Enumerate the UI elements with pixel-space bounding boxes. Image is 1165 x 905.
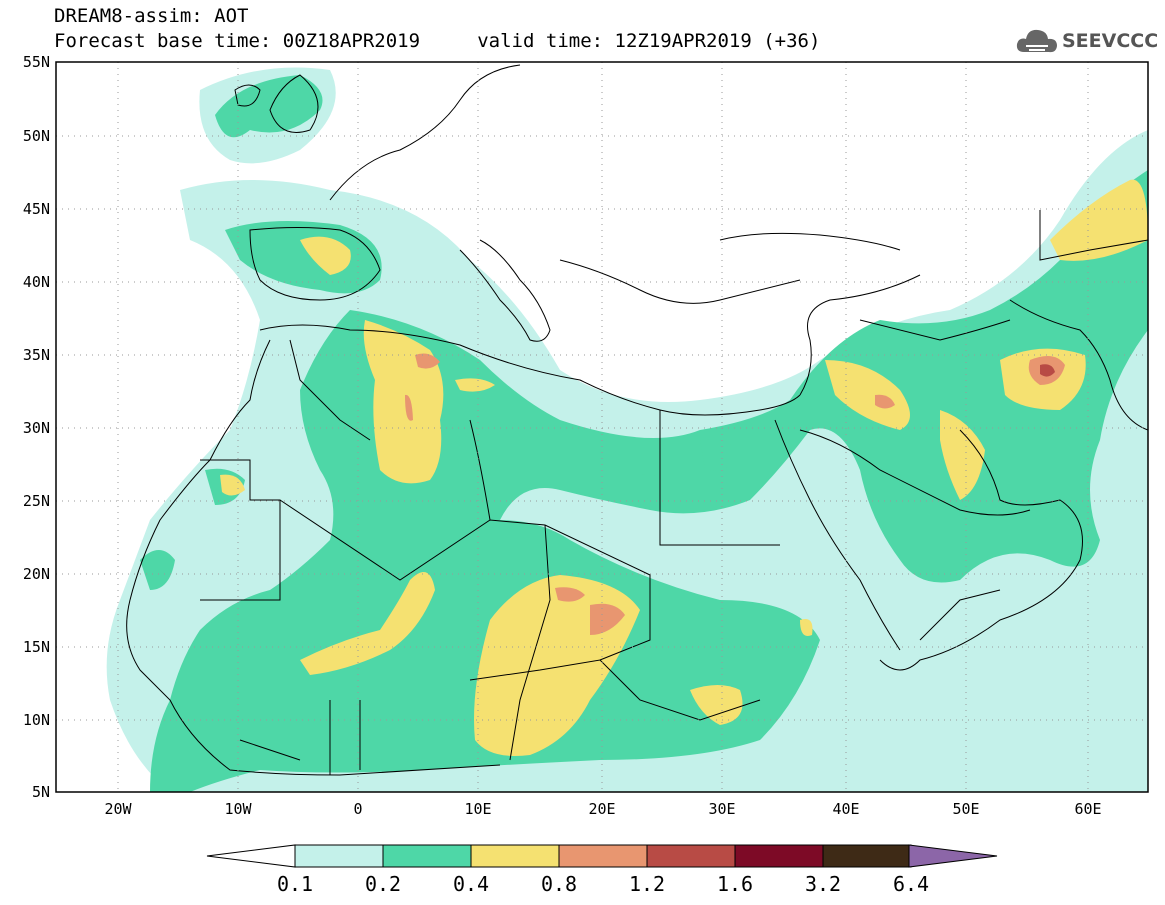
lat-label: 55N [23,53,50,71]
colorbar-low-arrow [206,844,296,868]
lon-label: 60E [1074,800,1101,818]
colorbar-segment [734,844,824,868]
coastlines-and-borders [126,64,1148,776]
lat-label: 35N [23,346,50,364]
lon-label: 10W [224,800,252,818]
lon-label: 20E [588,800,615,818]
colorbar-segment [646,844,736,868]
lon-label: 30E [708,800,735,818]
lat-label: 45N [23,200,50,218]
colorbar-label: 0.1 [277,872,313,896]
map-title: DREAM8-assim: AOT [54,5,249,27]
lat-label: 30N [23,419,50,437]
colorbar-label: 0.8 [541,872,577,896]
colorbar-label: 0.4 [453,872,489,896]
lat-label: 40N [23,273,50,291]
cloud-icon [1016,29,1057,53]
colorbar-label: 6.4 [893,872,929,896]
aot-colorbar: 0.1 0.2 0.4 0.8 1.2 1.6 3.2 6.4 [206,844,998,896]
colorbar-segment [470,844,560,868]
logo-text: SEEVCCC [1062,30,1159,52]
lon-label: 10E [464,800,491,818]
lat-label: 25N [23,492,50,510]
colorbar-segment [294,844,384,868]
lat-label: 50N [23,127,50,145]
lon-label: 40E [832,800,859,818]
colorbar-segment [822,844,912,868]
colorbar-segment [382,844,472,868]
longitude-labels: 20W 10W 0 10E 20E 30E 40E 50E 60E [104,800,1101,818]
map-grid [56,62,1148,792]
latitude-labels: 55N 50N 45N 40N 35N 30N 25N 20N 15N 10N … [23,53,50,801]
lat-label: 10N [23,711,50,729]
colorbar-high-arrow [908,844,998,868]
aot-fields [106,67,1148,792]
lon-label: 0 [353,800,362,818]
seevccc-logo: SEEVCCC [1016,24,1159,58]
colorbar-label: 1.2 [629,872,665,896]
lat-label: 5N [32,783,50,801]
lon-label: 20W [104,800,132,818]
forecast-time-line: Forecast base time: 00Z18APR2019 valid t… [54,30,821,52]
map-frame [55,61,1149,793]
lat-label: 15N [23,638,50,656]
colorbar-label: 0.2 [365,872,401,896]
lat-label: 20N [23,565,50,583]
colorbar-label: 1.6 [717,872,753,896]
colorbar-segment [558,844,648,868]
aot-level-1.2 [1040,364,1055,377]
lon-label: 50E [952,800,979,818]
colorbar-label: 3.2 [805,872,841,896]
